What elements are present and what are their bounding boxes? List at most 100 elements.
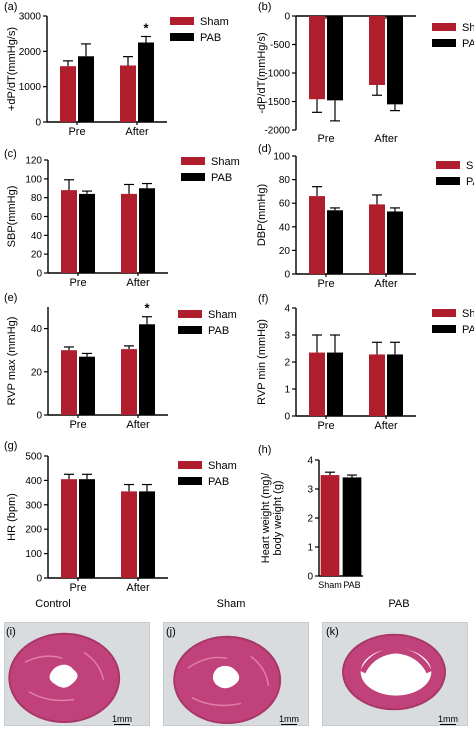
histology-title-control: Control [35, 598, 71, 610]
ventricle-cavity-pab [360, 648, 432, 696]
y-axis-label-a: +dP/dT(mmHg/s) [6, 27, 18, 111]
panel-tag-g: (g) [4, 440, 17, 452]
legend-swatch-pab-b [432, 39, 456, 47]
y-tick-label-c: 100 [25, 174, 42, 185]
y-tick-label-c: 0 [36, 269, 42, 280]
x-tick-label-c: Pre [69, 277, 86, 289]
y-tick-label-g: 400 [25, 476, 42, 487]
x-tick-label-h: Sham [318, 580, 342, 590]
bar-a-after-sham [120, 65, 136, 122]
y-tick-label-d: 80 [279, 175, 291, 186]
bar-c-after-pab [139, 188, 155, 273]
bar-f-after-pab [387, 354, 403, 416]
x-tick-label-e: Pre [69, 419, 86, 431]
scale-label-j: 1mm [279, 714, 299, 724]
y-axis-label-b: -dP/dT(mmHg/s) [256, 32, 268, 113]
y-tick-label-f: 2 [284, 358, 290, 369]
bar-g-after-pab [139, 491, 155, 578]
y-tick-label-d: 20 [279, 246, 291, 257]
legend-label-sham-e: Sham [208, 309, 237, 321]
legend-label-pab-g: PAB [208, 476, 229, 488]
y-tick-label-a: 1000 [19, 82, 42, 93]
panel-tag-f: (f) [258, 293, 268, 305]
y-tick-label-a: 3000 [19, 12, 42, 23]
y-tick-label-c: 80 [31, 193, 43, 204]
scale-bar-i [114, 724, 130, 725]
legend-label-pab-a: PAB [200, 32, 221, 44]
significance-marker-e: * [144, 301, 150, 316]
legend-swatch-pab-f [432, 325, 456, 333]
x-tick-label-g: Pre [69, 582, 86, 594]
panel-tag-i: (i) [6, 626, 16, 638]
histology-image-pab [322, 622, 468, 726]
bar-d-pre-sham [309, 196, 325, 274]
bar-g-after-sham [121, 491, 137, 578]
y-tick-label-b: -500 [270, 40, 290, 51]
legend-swatch-pab-g [178, 477, 202, 485]
legend-swatch-sham-e [178, 310, 202, 318]
x-tick-label-d: Pre [317, 278, 334, 290]
scale-bar-j [281, 724, 297, 725]
y-tick-label-f: 0 [284, 412, 290, 423]
y-tick-label-c: 60 [31, 212, 43, 223]
y-axis-label-g: HR (bpm) [6, 493, 18, 541]
bar-b-after-pab [387, 16, 403, 105]
y-tick-label-d: 100 [273, 152, 290, 163]
x-tick-label-a: After [125, 126, 149, 138]
y-tick-label-e: 0 [36, 411, 42, 422]
legend-label-sham-b: Sham [462, 22, 474, 34]
bar-h-pab [342, 477, 362, 576]
scale-bar-k [440, 724, 456, 725]
scale-label-i: 1mm [112, 714, 132, 724]
panel-tag-c: (c) [4, 148, 17, 160]
legend-swatch-sham-d [436, 161, 460, 169]
y-tick-label-e: 40 [31, 324, 43, 335]
x-tick-label-f: Pre [317, 420, 334, 432]
legend-swatch-pab-c [181, 173, 205, 181]
y-tick-label-c: 20 [31, 250, 43, 261]
legend-swatch-pab-a [170, 33, 194, 41]
bar-e-after-sham [121, 349, 137, 415]
bar-a-after-pab [138, 42, 154, 122]
y-tick-label-b: -2000 [264, 126, 290, 137]
legend-swatch-pab-d [436, 177, 460, 185]
legend-swatch-sham-a [170, 17, 194, 25]
y-tick-label-f: 3 [284, 331, 290, 342]
y-tick-label-g: 200 [25, 525, 42, 536]
legend-swatch-pab-e [178, 326, 202, 334]
y-tick-label-g: 300 [25, 500, 42, 511]
x-tick-label-a: Pre [68, 126, 85, 138]
legend-label-sham-a: Sham [200, 16, 229, 28]
legend-label-pab-f: PAB [462, 324, 474, 336]
y-tick-label-h: 1 [307, 543, 313, 554]
x-tick-label-e: After [126, 419, 150, 431]
legend-label-sham-f: Sham [462, 308, 474, 320]
y-tick-label-f: 4 [284, 304, 290, 315]
bar-g-pre-pab [79, 479, 95, 578]
legend-swatch-sham-c [181, 157, 205, 165]
panel-tag-h: (h) [258, 444, 271, 456]
y-axis-label-d: DBP(mmHg) [256, 184, 268, 246]
panel-tag-e: (e) [4, 292, 17, 304]
y-tick-label-a: 0 [35, 118, 41, 129]
y-axis-label-f: RVP min (mmHg) [256, 319, 268, 405]
y-tick-label-g: 500 [25, 452, 42, 463]
histology-title-pab: PAB [388, 598, 410, 610]
y-tick-label-a: 2000 [19, 47, 42, 58]
x-tick-label-g: After [126, 582, 150, 594]
x-tick-label-c: After [126, 277, 150, 289]
bar-e-after-pab [139, 324, 155, 415]
bar-c-pre-sham [61, 190, 77, 273]
panel-tag-b: (b) [258, 1, 271, 13]
bar-a-pre-pab [78, 56, 94, 122]
y-tick-label-d: 60 [279, 199, 291, 210]
scale-label-k: 1mm [438, 714, 458, 724]
y-axis-label-h: body weight (g) [272, 480, 284, 555]
x-tick-label-b: Pre [317, 133, 334, 145]
legend-label-sham-c: Sham [211, 156, 240, 168]
histology-image-sham [163, 622, 309, 726]
panel-tag-d: (d) [258, 143, 271, 155]
y-tick-label-h: 3 [307, 485, 313, 496]
x-tick-label-b: After [374, 133, 398, 145]
